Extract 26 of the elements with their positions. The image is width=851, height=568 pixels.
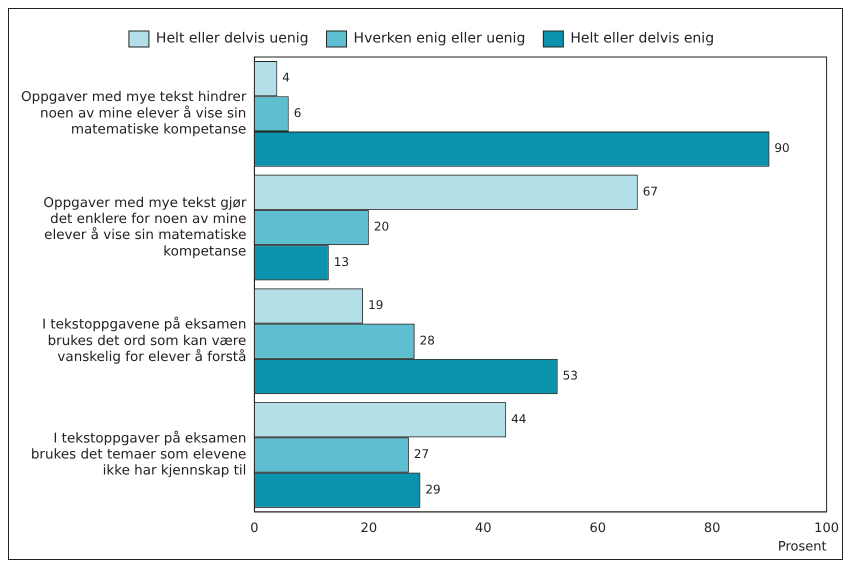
- y-tick-label: Oppgaver med mye tekst hindrer noen av mine elever å vise sin matematiske kompetanse: [21, 89, 247, 138]
- data-label: 13: [334, 254, 350, 269]
- x-tick-label: 80: [704, 520, 720, 536]
- legend-label: Helt eller delvis enig: [570, 30, 714, 47]
- y-tick-label: I tekstoppgavene på eksamen brukes det ord som kan være vanskelig for elever å forstå: [42, 316, 246, 365]
- x-tick-label: 60: [589, 520, 606, 536]
- data-label: 29: [425, 482, 441, 496]
- x-tick-label: 100: [814, 520, 840, 536]
- data-label: 67: [642, 184, 658, 198]
- x-axis-title: Prosent: [778, 540, 827, 555]
- x-tick-label: 20: [360, 520, 378, 536]
- legend-label: Helt eller delvis uenig: [156, 30, 309, 47]
- data-label: 53: [562, 368, 578, 383]
- data-label: 6: [294, 106, 302, 120]
- data-label: 4: [282, 70, 290, 85]
- y-tick-label: I tekstoppgaver på eksamen brukes det temaer som elevene ikke har kjennskap til: [30, 430, 246, 479]
- x-tick-label: 40: [474, 520, 492, 536]
- data-label: 20: [374, 220, 390, 234]
- legend-label: Hverken enig eller uenig: [354, 30, 526, 47]
- data-label: 19: [368, 298, 384, 312]
- data-label: 44: [511, 412, 526, 426]
- x-tick-label: 0: [250, 520, 259, 536]
- y-tick-label: Oppgaver med mye tekst gjør det enklere for noen av mine elever å vise sin matematiske kompetanse: [43, 194, 247, 260]
- data-label: 27: [414, 447, 430, 462]
- data-label: 90: [774, 141, 790, 156]
- data-label: 28: [420, 333, 435, 348]
